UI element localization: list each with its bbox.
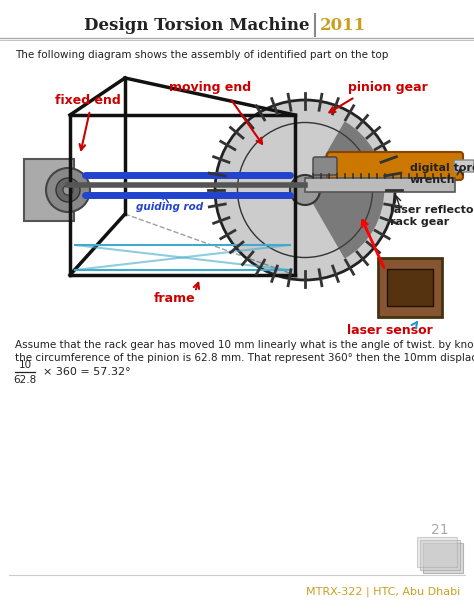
FancyBboxPatch shape <box>313 157 337 175</box>
Text: wrench: wrench <box>410 175 456 185</box>
FancyBboxPatch shape <box>417 537 457 567</box>
Text: guiding rod: guiding rod <box>137 202 203 212</box>
FancyBboxPatch shape <box>24 159 74 221</box>
Text: the circumference of the pinion is 62.8 mm. That represent 360° then the 10mm di: the circumference of the pinion is 62.8 … <box>15 353 474 363</box>
FancyBboxPatch shape <box>387 269 433 306</box>
FancyBboxPatch shape <box>423 543 463 573</box>
Text: laser sensor: laser sensor <box>347 324 433 337</box>
Text: 62.8: 62.8 <box>13 375 36 385</box>
Circle shape <box>63 185 73 195</box>
Text: laser reflector on: laser reflector on <box>390 205 474 215</box>
Text: Design Torsion Machine: Design Torsion Machine <box>84 17 310 34</box>
FancyBboxPatch shape <box>420 540 460 570</box>
Text: fixed end: fixed end <box>55 94 121 107</box>
Circle shape <box>215 100 395 280</box>
Text: 10: 10 <box>18 360 32 370</box>
Circle shape <box>46 168 90 212</box>
Text: pinion gear: pinion gear <box>348 82 428 94</box>
Wedge shape <box>305 121 384 259</box>
Circle shape <box>56 178 80 202</box>
Text: Assume that the rack gear has moved 10 mm linearly what is the angle of twist. b: Assume that the rack gear has moved 10 m… <box>15 340 474 350</box>
Text: The following diagram shows the assembly of identified part on the top: The following diagram shows the assembly… <box>15 50 388 60</box>
Text: MTRX-322 | HTC, Abu Dhabi: MTRX-322 | HTC, Abu Dhabi <box>306 587 460 597</box>
Text: digital torque: digital torque <box>410 163 474 173</box>
FancyBboxPatch shape <box>378 258 442 317</box>
FancyBboxPatch shape <box>454 160 474 172</box>
Circle shape <box>290 175 320 205</box>
Text: moving end: moving end <box>169 82 251 94</box>
Text: 2011: 2011 <box>320 17 366 34</box>
Text: 21: 21 <box>431 523 449 537</box>
Text: × 360 = 57.32°: × 360 = 57.32° <box>43 367 131 377</box>
FancyBboxPatch shape <box>327 152 463 180</box>
Circle shape <box>272 177 288 193</box>
Text: rack gear: rack gear <box>390 217 449 227</box>
FancyBboxPatch shape <box>305 178 455 192</box>
Text: frame: frame <box>154 292 196 305</box>
Circle shape <box>262 167 298 203</box>
